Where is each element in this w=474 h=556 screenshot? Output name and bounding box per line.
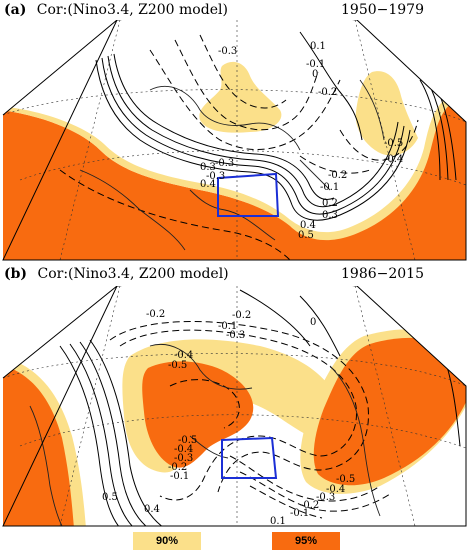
panel-a-map: -0.3 0.1 -0.2 0 -0.1 -0.3 -0.5 -0.4 -0.3… — [2, 20, 467, 261]
panel-a-years: 1950−1979 — [341, 2, 424, 18]
contour-label: -0.5 — [336, 474, 355, 485]
contour-label: -0.1 — [218, 321, 237, 332]
contour-label: 0.5 — [298, 230, 314, 241]
panel-a-letter: (a) — [4, 2, 27, 18]
contour-label: -0.2 — [328, 170, 347, 181]
contour-label: -0.2 — [232, 310, 251, 321]
contour-label: 0.2 — [322, 198, 338, 209]
contour-label: 0.4 — [300, 220, 316, 231]
panel-b-letter: (b) — [4, 266, 28, 282]
sig95-region — [3, 364, 74, 526]
panel-b-years: 1986−2015 — [341, 266, 424, 282]
contour-label: -0.1 — [320, 182, 339, 193]
legend-label-90: 90% — [155, 535, 179, 547]
contour-label: -0.5 — [178, 435, 197, 446]
legend-label-95: 95% — [294, 535, 318, 547]
panel-a-label: Cor:(Nino3.4, Z200 model) — [36, 2, 228, 18]
contour-label: -0.3 — [226, 330, 245, 341]
contour-label: -0.4 — [174, 350, 193, 361]
legend-swatch-90: 90% — [133, 532, 201, 550]
legend-swatch-95: 95% — [272, 532, 340, 550]
panel-a-border — [2, 20, 467, 261]
contour-label: -0.2 — [300, 500, 319, 511]
contour-label: -0.3 — [316, 492, 335, 503]
contour-label: 0.3 — [200, 162, 216, 173]
contour-label: -0.3 — [174, 453, 193, 464]
contour-label: -0.2 — [168, 462, 187, 473]
contour-label: -0.3 — [215, 158, 234, 169]
panel-a-title: (a) Cor:(Nino3.4, Z200 model) 1950−1979 — [4, 2, 470, 22]
contour-label: 0.4 — [144, 504, 160, 515]
contour-label: -0.1 — [306, 59, 325, 70]
contour-label: -0.5 — [384, 138, 403, 149]
sig95-region — [313, 337, 466, 486]
contour-label: 0.1 — [310, 41, 326, 52]
sig95-region — [142, 361, 254, 468]
nino34-box — [221, 436, 278, 479]
contour-label: 0.4 — [200, 179, 216, 190]
panel-b-border — [2, 286, 467, 527]
sig95-region — [3, 95, 466, 260]
panel-b-map: -0.2 -0.2 -0.1 -0.3 0 -0.4 -0.5 -0.5 -0.… — [2, 286, 467, 527]
sig90-region-north — [199, 61, 282, 133]
contour-label: 0.5 — [102, 492, 118, 503]
contour-label: 0.1 — [270, 516, 286, 527]
contour-label: 0 — [310, 317, 316, 328]
contour-label: -0.3 — [218, 46, 237, 57]
contour-label: -0.2 — [318, 87, 337, 98]
panel-b-title: (b) Cor:(Nino3.4, Z200 model) 1986−2015 — [4, 266, 470, 286]
significance-legend: 90% 95% — [0, 532, 474, 552]
panel-b-label: Cor:(Nino3.4, Z200 model) — [37, 266, 229, 282]
contour-label: 0 — [312, 69, 318, 80]
contour-label: -0.1 — [290, 508, 309, 519]
contour-label: -0.4 — [384, 154, 403, 165]
contour-label: -0.1 — [170, 471, 189, 482]
contour-label: 0.3 — [322, 210, 338, 221]
contour-label: -0.4 — [174, 444, 193, 455]
contour-label: -0.3 — [206, 171, 225, 182]
nino34-box — [217, 172, 280, 217]
contour-label: -0.4 — [326, 484, 345, 495]
contour-label: -0.5 — [168, 360, 187, 371]
contour-label: -0.2 — [146, 309, 165, 320]
